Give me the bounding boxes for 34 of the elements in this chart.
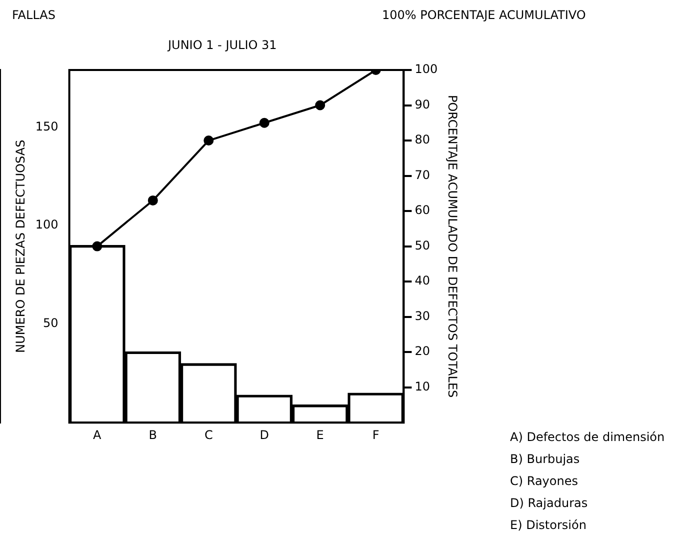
y2-tick-label: 70 [414, 168, 430, 182]
text: 100% PORCENTAJE ACUMULATIVO [382, 8, 586, 22]
x-tick-label: E [316, 428, 324, 442]
point [204, 136, 214, 146]
text: B) Burbujas [510, 452, 580, 466]
y2-tick-label: 50 [414, 238, 430, 252]
x-tick-label: F [372, 428, 380, 442]
x-tick-label: B [148, 428, 158, 442]
point [92, 241, 102, 252]
y-tick-label: 100 [35, 218, 58, 232]
x-tick-label: C [204, 428, 213, 442]
x-tick-label: A [93, 428, 102, 442]
text: FALLAS [12, 8, 56, 22]
chart-subtitle: JUNIO 1 - JULIO 31 [168, 38, 277, 52]
point [148, 195, 158, 206]
y2-tick-label: 10 [414, 379, 430, 394]
text: E) Distorsión [510, 518, 586, 532]
y2-tick-label: 60 [414, 203, 430, 218]
point [259, 118, 270, 128]
text: A) Defectos de dimensión [510, 430, 665, 444]
point [315, 100, 326, 110]
y-tick-label: 50 [43, 316, 58, 330]
y-axis-title: NUMERO DE PIEZAS DEFECTUOSAS [13, 140, 28, 353]
y-tick-label: 150 [35, 119, 58, 134]
y2-tick-label: 90 [414, 97, 430, 112]
y2-tick-label: 20 [414, 344, 430, 358]
y2-tick-label: 30 [414, 308, 430, 323]
y2-tick-label: 100 [414, 62, 438, 76]
y2-tick-label: 80 [414, 132, 430, 147]
y2-axis-title: PORCENTAJE ACUMULADO DE DEFECTOS TOTALES [446, 94, 460, 398]
x-tick-label: D [260, 428, 269, 442]
y2-tick-label: 40 [414, 274, 430, 288]
text: D) Rajaduras [510, 496, 588, 510]
text: C) Rayones [510, 474, 578, 488]
